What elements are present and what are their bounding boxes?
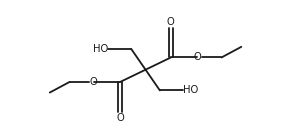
Text: HO: HO bbox=[93, 44, 108, 54]
Text: O: O bbox=[90, 77, 98, 87]
Text: O: O bbox=[167, 17, 175, 27]
Text: O: O bbox=[116, 112, 124, 123]
Text: O: O bbox=[193, 52, 201, 63]
Text: HO: HO bbox=[183, 85, 198, 95]
